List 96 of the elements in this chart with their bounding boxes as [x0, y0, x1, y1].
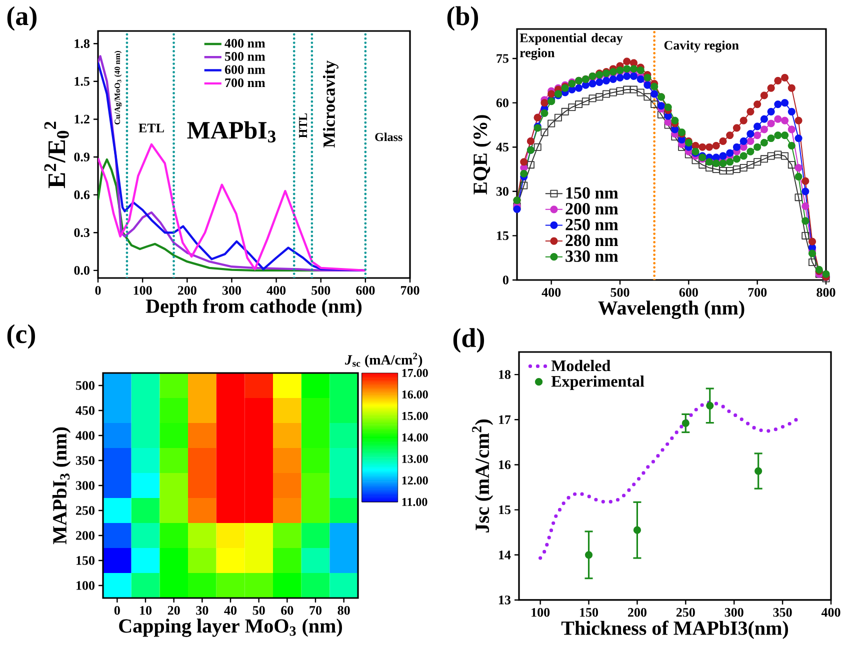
annotation: MAPbI$_{3}$	[187, 121, 276, 142]
color-bar-title: J$_{sc}$ (mA/cm$^{2}$)	[344, 352, 422, 368]
legend-label: 200 nm	[566, 203, 618, 214]
y-tick-label: 15	[499, 505, 510, 514]
y-tick-label: 450	[76, 406, 94, 415]
y-tick-label: 0.9	[74, 152, 90, 162]
x-tick-label: 60	[281, 606, 294, 615]
y-tick-label: 200	[76, 531, 94, 540]
legend-label: 600 nm	[224, 65, 266, 74]
y-tick-label: 75	[496, 54, 508, 63]
y-tick-label: 45	[496, 142, 508, 152]
x-tick-label: 30	[196, 606, 208, 615]
x-tick-label: 100	[532, 608, 550, 617]
legend-label: 280 nm	[566, 234, 618, 246]
y-tick-label: 13	[499, 596, 511, 604]
x-axis-title: Capping layer MoO$_{3}$ (nm)	[119, 618, 342, 637]
legend-label: 500 nm	[225, 52, 266, 61]
x-tick-label: 40	[224, 606, 237, 615]
x-tick-label: 0	[95, 286, 101, 295]
chart-title: (c)	[7, 324, 35, 349]
color-bar-label: 12.00	[402, 476, 428, 485]
x-tick-label: 300	[724, 608, 744, 617]
color-bar-label: 17.00	[402, 368, 428, 378]
chart-title: (d)	[453, 328, 484, 353]
x-tick-label: 400	[821, 608, 840, 617]
y-tick-label: 15	[497, 231, 508, 240]
x-axis-title: Depth from cathode (nm)	[146, 298, 362, 317]
x-tick-label: 400	[542, 288, 561, 297]
x-tick-label: 50	[252, 606, 265, 615]
x-axis-title: Wavelength (nm)	[598, 300, 744, 319]
x-tick-label: 250	[676, 608, 695, 617]
legend-label: 700 nm	[225, 78, 266, 88]
y-tick-label: 30	[496, 187, 508, 196]
x-tick-label: 10	[140, 606, 152, 615]
y-tick-label: 14	[499, 550, 511, 560]
x-tick-label: 500	[312, 286, 330, 295]
y-tick-label: 18	[499, 370, 511, 379]
y-axis-title: Jsc (mA/cm$^{2}$)	[472, 420, 494, 532]
y-tick-label: 1.5	[74, 77, 90, 86]
color-bar-label: 15.00	[402, 412, 428, 420]
y-tick-label: 500	[76, 381, 94, 390]
x-tick-label: 700	[748, 288, 767, 297]
y-tick-label: 1.2	[74, 114, 90, 124]
legend-label: Experimental	[551, 376, 644, 390]
x-tick-label: 20	[168, 606, 180, 615]
x-axis-title: Thickness of MAPbI3(nm)	[561, 620, 788, 639]
y-tick-label: 0	[502, 276, 508, 284]
x-tick-label: 200	[628, 608, 646, 617]
legend-label: 400 nm	[224, 38, 266, 48]
x-tick-label: 80	[338, 606, 350, 615]
y-tick-label: 400	[76, 431, 94, 440]
y-axis-title: E$^{2}$/E$_{0}$2	[44, 122, 69, 188]
x-tick-label: 70	[310, 606, 322, 615]
color-bar-label: 14.00	[402, 433, 428, 442]
x-tick-label: 350	[773, 608, 792, 617]
x-tick-label: 0	[114, 606, 120, 615]
y-axis-title: MAPbI$_{3}$ (nm)	[52, 427, 71, 544]
y-tick-label: 1.8	[74, 39, 90, 48]
x-tick-label: 200	[178, 286, 196, 295]
annotation: Glass	[375, 132, 402, 142]
annotation: ETL	[138, 124, 164, 132]
y-tick-label: 16	[499, 460, 511, 470]
chart-title: (b)	[447, 6, 478, 31]
annotation: Cavity region	[664, 40, 739, 52]
legend-label: Modeled	[551, 360, 610, 372]
legend-label: 330 nm	[566, 250, 618, 262]
color-bar-label: 16.00	[402, 390, 428, 399]
chart-title: (a)	[7, 6, 36, 31]
y-tick-label: 350	[76, 456, 94, 465]
y-tick-label: 60	[496, 98, 508, 108]
color-bar-label: 11.00	[402, 498, 428, 506]
y-tick-label: 0.3	[74, 228, 90, 238]
annotation: Cu/Ag/MoO$_{3}$ (40 nm)	[114, 50, 122, 124]
y-tick-label: 100	[76, 581, 94, 590]
annotation: HTL	[299, 113, 307, 138]
y-tick-label: 17	[499, 415, 511, 424]
x-tick-label: 100	[134, 286, 152, 295]
x-tick-label: 600	[679, 288, 698, 297]
x-tick-label: 500	[610, 288, 630, 297]
legend-label: 150 nm	[566, 187, 618, 199]
y-tick-label: 300	[76, 481, 94, 490]
annotation: Exponential decay region	[520, 33, 623, 60]
x-tick-label: 300	[222, 286, 241, 295]
x-tick-label: 700	[400, 286, 420, 295]
y-tick-label: 0.0	[74, 266, 90, 275]
y-tick-label: 0.6	[74, 190, 90, 200]
annotation: Microcavity	[322, 60, 338, 148]
x-tick-label: 600	[356, 286, 375, 295]
x-tick-label: 800	[816, 288, 836, 297]
legend-label: 250 nm	[566, 218, 618, 230]
x-tick-label: 150	[580, 608, 598, 617]
y-axis-title: EQE (%)	[472, 115, 492, 194]
x-tick-label: 400	[266, 286, 286, 295]
color-bar-label: 13.00	[402, 454, 428, 464]
y-tick-label: 150	[76, 556, 94, 565]
y-tick-label: 250	[76, 506, 94, 515]
